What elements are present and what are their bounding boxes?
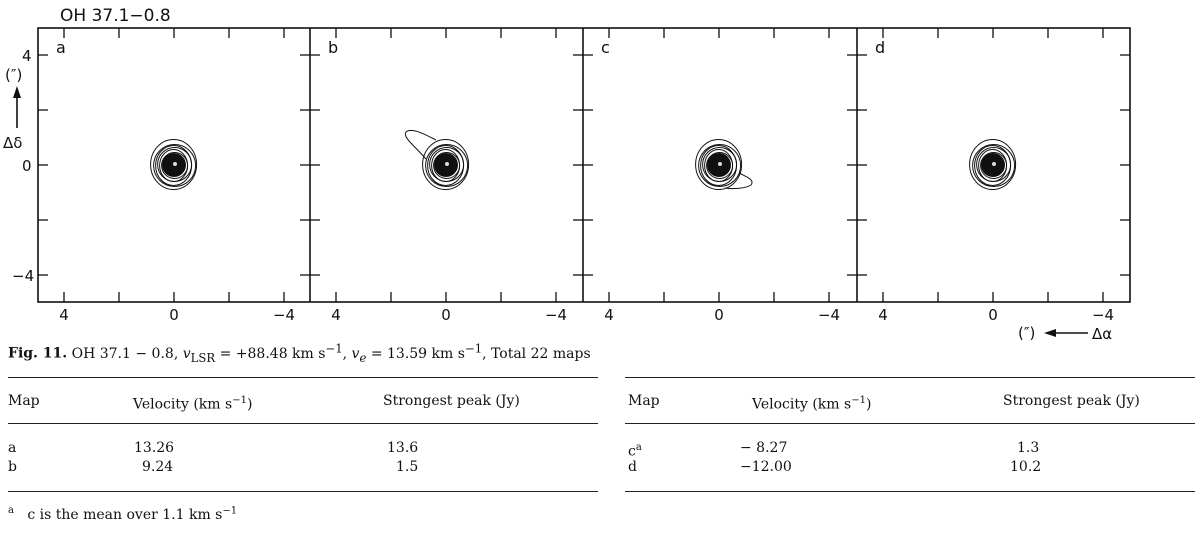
x-tick-label: −4 (1092, 306, 1114, 324)
y-axis-unit: (″) (5, 66, 22, 84)
contour-line (433, 152, 461, 179)
x-tick-label: −4 (545, 306, 567, 324)
contour-line (150, 139, 198, 190)
figure-caption: Fig. 11. OH 37.1 − 0.8, vLSR = +88.48 km… (8, 341, 591, 364)
contour-extension (404, 129, 437, 160)
table-right-row-d-peak: 10.2 (1010, 459, 1042, 475)
contour-core-highlight (718, 162, 722, 166)
contour-line (698, 144, 742, 187)
table-right-row-c-peak: 1.3 (1017, 440, 1040, 456)
table-right-row-d-map: d (628, 459, 637, 475)
y-axis-arrow-head (13, 86, 21, 98)
figure-caption-text: OH 37.1 − 0.8, vLSR = +88.48 km s−1, ve … (71, 341, 591, 365)
contour-group-a (150, 139, 198, 190)
contour-line (161, 152, 189, 179)
table-right-header-rule (625, 423, 1195, 424)
y-axis-symbol: Δδ (3, 134, 22, 152)
table-left-row-b-peak: 1.5 (396, 459, 419, 475)
contour-line (969, 139, 1017, 190)
table-left-bottom-rule (8, 491, 598, 492)
table-left-row-a-peak: 13.6 (387, 440, 419, 456)
x-tick-label: 0 (169, 306, 179, 324)
footnote-text: c is the mean over 1.1 km s−1 (27, 505, 238, 523)
panel-label-b: b (328, 38, 338, 57)
table-right-header-map: Map (628, 393, 660, 409)
contour-line (422, 139, 470, 190)
table-right-row-d-velocity: −12.00 (740, 459, 792, 475)
table-left-row-a-velocity: 13.26 (134, 440, 175, 456)
table-left-header-rule (8, 423, 598, 424)
table-left-row-a-map: a (8, 440, 17, 456)
contour-group-c (695, 139, 753, 190)
contour-line (425, 144, 469, 187)
x-axis-unit: (″) (1018, 324, 1035, 340)
table-left-row-b-velocity: 9.24 (142, 459, 174, 475)
contour-core-highlight (445, 162, 449, 166)
x-axis-symbol: Δα (1092, 325, 1112, 340)
x-tick-label: 4 (59, 306, 69, 324)
panel-label-d: d (875, 38, 885, 57)
contour-line (980, 152, 1008, 179)
footnote-marker: a (8, 505, 14, 516)
contour-group-b (404, 129, 470, 190)
table-right-top-rule (625, 377, 1195, 378)
table-footnote: a c is the mean over 1.1 km s−1 (8, 505, 237, 523)
table-right-row-c-velocity: − 8.27 (740, 440, 788, 456)
y-tick-label: 4 (22, 47, 32, 65)
contour-line (972, 144, 1016, 187)
table-left-row-b-map: b (8, 459, 17, 475)
figure-title: OH 37.1−0.8 (60, 6, 171, 26)
contour-map-figure: OH 37.1−0.8 4 0 −4 a 4 0 −4 b 4 0 −4 c 4 0 −4 d 4 0 −4 (″) Δδ… (3, 6, 1131, 340)
panel-label-a: a (56, 38, 66, 57)
contour-line (706, 152, 734, 179)
x-tick-label: 4 (331, 306, 341, 324)
contour-extension (724, 172, 753, 190)
contour-core-highlight (992, 162, 996, 166)
table-right-header-peak: Strongest peak (Jy) (1003, 393, 1140, 409)
panel-label-c: c (601, 38, 610, 57)
table-right-bottom-rule (625, 491, 1195, 492)
figure-caption-label: Fig. 11. (8, 345, 68, 362)
table-right-row-c-map: ca (628, 440, 642, 460)
x-tick-label: 4 (878, 306, 888, 324)
x-tick-label: −4 (273, 306, 295, 324)
table-right-row-c-footnote-marker: a (635, 442, 642, 453)
table-left-header-peak: Strongest peak (Jy) (383, 393, 520, 409)
x-tick-label: 0 (988, 306, 998, 324)
contour-core-highlight (173, 162, 177, 166)
x-tick-label: −4 (818, 306, 840, 324)
y-tick-label: 0 (22, 157, 32, 175)
x-axis-arrow-head (1044, 329, 1056, 337)
contour-line (153, 144, 197, 187)
table-right-header-velocity: Velocity (km s−1) (752, 395, 872, 413)
y-tick-label: −4 (12, 267, 34, 285)
x-tick-label: 4 (604, 306, 614, 324)
table-left-header-map: Map (8, 393, 40, 409)
x-tick-label: 0 (714, 306, 724, 324)
contour-line (695, 139, 743, 190)
contour-group-d (969, 139, 1017, 190)
table-right-row-c-map-text: c (628, 443, 636, 460)
table-left-top-rule (8, 377, 598, 378)
table-left-header-velocity: Velocity (km s−1) (133, 395, 253, 413)
x-tick-label: 0 (441, 306, 451, 324)
